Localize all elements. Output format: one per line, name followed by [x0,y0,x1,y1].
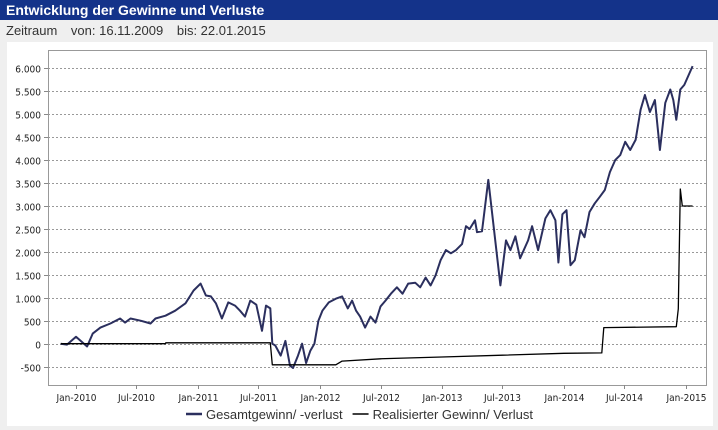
x-tick-label: Jul-2014 [605,393,643,404]
y-tick-label: 4.500 [15,134,41,145]
period-from: von: 16.11.2009 [70,23,164,38]
y-tick-label: 3.500 [15,180,41,191]
x-tick-label: Jan-2010 [55,393,96,404]
y-tick-label: 6.000 [15,65,41,76]
x-tick-label: Jul-2012 [362,393,400,404]
series-line-gesamt [60,65,694,369]
legend-label: Gesamtgewinn/ -verlust [206,407,343,422]
panel-title: Entwicklung der Gewinne und Verluste [0,0,718,20]
x-tick-label: Jul-2010 [117,393,155,404]
y-tick-label: 3.000 [15,203,41,214]
x-tick-label: Jan-2015 [665,393,706,404]
x-tick-label: Jan-2012 [299,393,340,404]
x-tick-label: Jan-2014 [543,393,584,404]
y-tick-label: 1.000 [15,295,41,306]
y-tick-label: 0 [35,341,41,352]
period-info: Zeitraum von: 16.11.2009 bis: 22.01.2015 [6,23,276,38]
x-tick-label: Jan-2013 [421,393,462,404]
plot-frame [48,50,707,386]
period-label: Zeitraum [6,23,58,38]
y-tick-label: 1.500 [15,272,41,283]
x-tick-label: Jul-2011 [239,393,277,404]
legend-label: Realisierter Gewinn/ Verlust [373,407,534,422]
x-tick-label: Jan-2011 [177,393,218,404]
y-tick-label: -500 [21,364,42,375]
y-tick-label: 2.000 [15,249,41,260]
y-tick-label: 4.000 [15,157,41,168]
y-tick-label: 2.500 [15,226,41,237]
y-tick-label: 5.000 [15,111,41,122]
y-tick-label: 500 [24,318,41,329]
period-to: bis: 22.01.2015 [176,23,266,38]
chart-panel [7,42,713,426]
y-tick-label: 5.500 [15,88,41,99]
series-line-realisiert [60,188,693,366]
x-tick-label: Jul-2013 [483,393,521,404]
